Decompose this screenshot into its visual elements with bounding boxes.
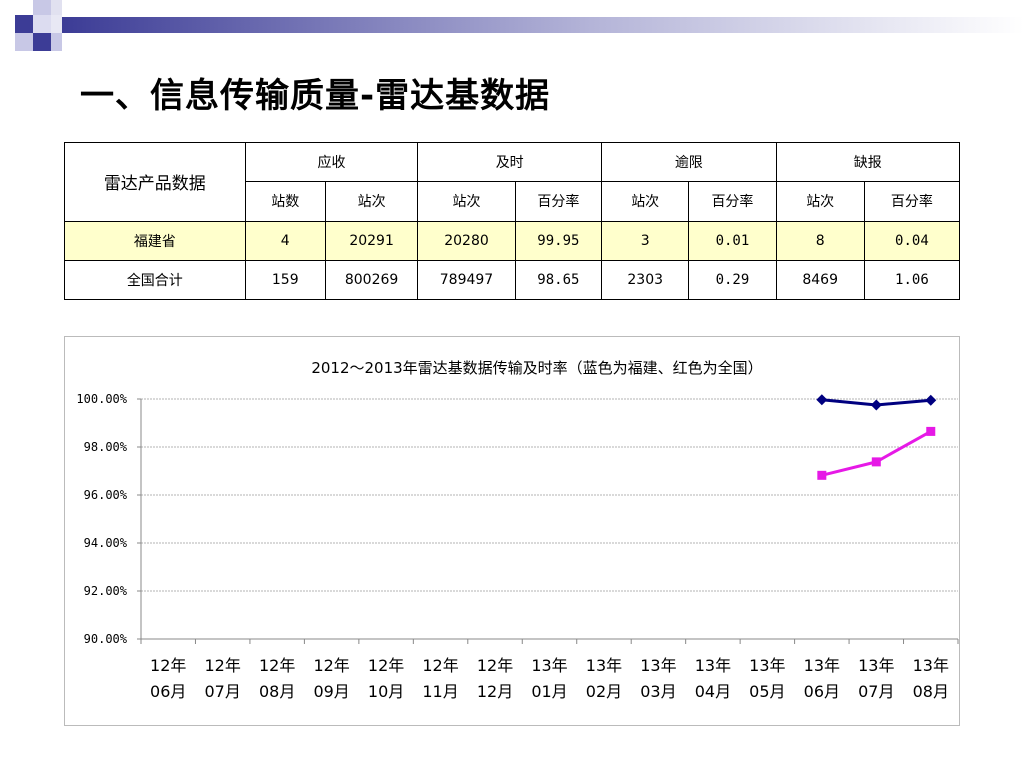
deco-square: [51, 0, 62, 15]
x-tick-label: 04月: [695, 682, 731, 701]
table-cell: 4: [244, 220, 326, 261]
deco-square: [33, 15, 51, 33]
subheader-cell: 百分率: [863, 181, 961, 222]
x-tick-label: 05月: [749, 682, 785, 701]
x-tick-label: 12年: [259, 656, 295, 675]
data-point-square: [871, 457, 881, 467]
subheader-cell: 站次: [775, 181, 865, 222]
group-header: 缺报: [775, 141, 961, 183]
line-chart: 2012～2013年雷达基数据传输及时率（蓝色为福建、红色为全国） 100.00…: [76, 359, 959, 701]
x-tick-label: 13年: [858, 656, 894, 675]
x-tick-label: 10月: [368, 682, 404, 701]
group-header: 逾限: [601, 141, 777, 183]
x-tick-label: 01月: [531, 682, 567, 701]
x-tick-label: 12年: [368, 656, 404, 675]
y-tick-label: 96.00%: [84, 488, 128, 502]
table-cell: 0.01: [688, 220, 777, 261]
group-header: 及时: [417, 141, 603, 183]
decorative-header-bar: [15, 0, 1024, 51]
subheader-cell: 站次: [601, 181, 690, 222]
x-tick-label: 07月: [205, 682, 241, 701]
subheader-cell: 百分率: [514, 181, 603, 222]
chart-container: 2012～2013年雷达基数据传输及时率（蓝色为福建、红色为全国） 100.00…: [64, 336, 960, 726]
deco-square: [15, 33, 33, 51]
subheader-cell: 站次: [324, 181, 419, 222]
row-name: 福建省: [64, 220, 246, 261]
header-gradient-bar: [62, 17, 1024, 33]
x-tick-label: 12年: [150, 656, 186, 675]
radar-data-table: 雷达产品数据 应收 及时 逾限 缺报 站数 站次 站次 百分率 站次 百分率 站…: [64, 141, 961, 301]
x-tick-label: 13年: [531, 656, 567, 675]
x-tick-label: 08月: [913, 682, 949, 701]
data-point-diamond: [816, 394, 828, 406]
data-point-diamond: [925, 394, 937, 406]
x-tick-label: 12年: [477, 656, 513, 675]
table-cell: 8: [775, 220, 865, 261]
x-tick-label: 09月: [313, 682, 349, 701]
x-tick-label: 13年: [913, 656, 949, 675]
y-tick-label: 94.00%: [84, 536, 128, 550]
deco-square: [51, 15, 62, 33]
row-name: 全国合计: [64, 259, 246, 301]
table-cell: 1.06: [863, 259, 961, 301]
table-cell: 98.65: [514, 259, 603, 301]
table-cell: 8469: [775, 259, 865, 301]
data-point-diamond: [870, 399, 882, 411]
x-tick-label: 13年: [640, 656, 676, 675]
table-cell: 0.04: [863, 220, 961, 261]
deco-square: [33, 33, 51, 51]
x-tick-label: 13年: [804, 656, 840, 675]
table-row-header: 雷达产品数据: [64, 142, 246, 222]
x-tick-label: 08月: [259, 682, 295, 701]
table-row-national: 全国合计 159 800269 789497 98.65 2303 0.29 8…: [64, 259, 961, 301]
table-cell: 0.29: [688, 259, 777, 301]
x-tick-label: 12年: [313, 656, 349, 675]
y-tick-label: 92.00%: [84, 584, 128, 598]
y-tick-label: 98.00%: [84, 440, 128, 454]
data-point-square: [926, 426, 936, 436]
x-tick-label: 02月: [586, 682, 622, 701]
series-line-2: [821, 430, 932, 477]
x-tick-label: 12年: [422, 656, 458, 675]
table-header-row: 雷达产品数据 应收 及时 逾限 缺报: [64, 141, 961, 222]
data-point-square: [817, 470, 827, 480]
table-subheader-row: 站数 站次 站次 百分率 站次 百分率 站次 百分率: [65, 181, 961, 222]
x-tick-label: 12月: [477, 682, 513, 701]
deco-square: [51, 33, 62, 51]
x-tick-label: 13年: [749, 656, 785, 675]
y-tick-label: 100.00%: [76, 392, 127, 406]
table-cell: 3: [601, 220, 690, 261]
x-tick-label: 06月: [150, 682, 186, 701]
table-cell: 20291: [324, 220, 419, 261]
x-tick-label: 11月: [422, 682, 458, 701]
y-tick-label: 90.00%: [84, 632, 128, 646]
table-cell: 20280: [417, 220, 516, 261]
table-cell: 2303: [601, 259, 690, 301]
subheader-cell: 站次: [417, 181, 516, 222]
table-row-fujian: 福建省 4 20291 20280 99.95 3 0.01 8 0.04: [64, 220, 961, 261]
group-header: 应收: [244, 141, 419, 183]
subheader-cell: 百分率: [688, 181, 777, 222]
x-tick-label: 13年: [586, 656, 622, 675]
x-tick-label: 07月: [858, 682, 894, 701]
x-tick-label: 12年: [205, 656, 241, 675]
x-tick-label: 06月: [804, 682, 840, 701]
x-tick-label: 03月: [640, 682, 676, 701]
table-cell: 99.95: [514, 220, 603, 261]
deco-square: [33, 0, 51, 15]
chart-title: 2012～2013年雷达基数据传输及时率（蓝色为福建、红色为全国）: [311, 359, 762, 377]
table-cell: 789497: [417, 259, 516, 301]
table-cell: 159: [244, 259, 326, 301]
slide-title: 一、信息传输质量-雷达基数据: [80, 76, 551, 116]
deco-square: [15, 15, 33, 33]
x-tick-label: 13年: [695, 656, 731, 675]
subheader-cell: 站数: [244, 181, 326, 222]
table-cell: 800269: [324, 259, 419, 301]
